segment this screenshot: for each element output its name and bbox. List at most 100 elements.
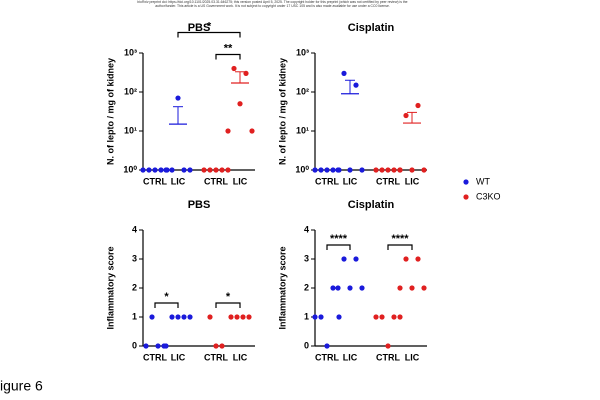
data-point (391, 167, 397, 173)
data-point (403, 112, 409, 119)
data-point (421, 167, 427, 173)
y-tick-label: 1 (304, 311, 309, 321)
data-point (336, 314, 342, 320)
data-point (181, 167, 187, 173)
y-tick-label: 3 (132, 253, 137, 263)
y-tick-label: 10¹ (124, 125, 137, 135)
x-tick-label: LIC (233, 352, 248, 362)
significance-label: **** (330, 233, 348, 245)
chart-title: Cisplatin (348, 22, 395, 34)
significance-label: * (164, 291, 169, 303)
y-tick-label: 2 (132, 282, 137, 292)
data-point (152, 167, 158, 173)
chart-title: PBS (188, 199, 211, 211)
x-tick-label: CTRL (143, 176, 167, 186)
y-tick-label: 4 (132, 224, 137, 234)
data-point (169, 314, 175, 320)
y-tick-label: 1 (132, 311, 137, 321)
data-point (347, 167, 353, 173)
data-point (249, 128, 255, 134)
data-point (149, 314, 155, 320)
significance-label: ** (224, 42, 233, 54)
significance-bracket (387, 244, 413, 250)
data-point (187, 167, 193, 173)
data-point (207, 314, 213, 320)
legend-label: C3KO (476, 191, 501, 201)
data-point (347, 285, 353, 291)
data-point (373, 314, 379, 320)
data-point (237, 101, 243, 107)
data-point (187, 314, 193, 320)
chart-title: PBS (188, 22, 211, 34)
x-tick-label: CTRL (315, 352, 339, 362)
data-point (385, 343, 391, 349)
y-tick-label: 4 (304, 224, 309, 234)
x-tick-label: LIC (343, 352, 358, 362)
data-point (335, 167, 341, 173)
data-point (318, 314, 324, 320)
data-point (143, 343, 149, 349)
y-tick-label: 10⁰ (295, 164, 309, 174)
data-point (341, 256, 347, 262)
y-axis-label: N. of lepto / mg of kidney (277, 58, 287, 165)
x-tick-label: CTRL (315, 176, 339, 186)
x-tick-label: LIC (405, 176, 420, 186)
data-point (219, 167, 225, 173)
x-tick-label: LIC (233, 176, 248, 186)
data-point (213, 343, 219, 349)
data-point (341, 70, 347, 76)
y-tick-label: 0 (304, 340, 309, 350)
data-point (207, 167, 213, 173)
data-point (330, 285, 336, 291)
data-point (146, 167, 152, 173)
x-tick-label: CTRL (143, 352, 167, 362)
data-point (330, 167, 336, 173)
data-point (415, 256, 421, 262)
x-tick-label: CTRL (204, 352, 228, 362)
data-point (409, 167, 415, 173)
data-point (175, 95, 181, 101)
data-point (201, 167, 207, 173)
chart-title: Cisplatin (348, 199, 395, 211)
data-point (231, 65, 237, 72)
data-point (225, 128, 231, 134)
x-tick-label: LIC (171, 176, 186, 186)
significance-bracket (154, 302, 179, 308)
data-point (140, 167, 146, 173)
data-point (318, 167, 324, 173)
data-point (379, 167, 385, 173)
data-point (415, 102, 421, 109)
y-tick-label: 10⁰ (123, 164, 137, 174)
y-tick-label: 2 (304, 282, 309, 292)
x-tick-label: LIC (171, 352, 186, 362)
data-point (391, 314, 397, 320)
significance-bracket (215, 53, 241, 60)
data-point (163, 343, 169, 349)
data-point (225, 167, 231, 173)
data-point (385, 167, 391, 173)
data-point (312, 314, 318, 320)
data-point (373, 167, 379, 173)
data-point (169, 167, 175, 173)
significance-label: **** (391, 233, 409, 245)
data-point (246, 314, 252, 320)
data-point (213, 167, 219, 173)
data-point (353, 256, 359, 262)
data-point (163, 167, 169, 173)
significance-bracket (177, 31, 241, 38)
data-point (312, 167, 318, 173)
data-point (228, 314, 234, 320)
y-axis-label: N. of lepto / mg of kidney (105, 58, 115, 165)
significance-label: * (226, 291, 231, 303)
preprint-notice: bioRxiv preprint doi: https://doi.org/10… (137, 0, 408, 8)
data-point (421, 285, 427, 291)
data-point (353, 82, 359, 88)
legend-marker (463, 179, 469, 185)
data-point (397, 167, 403, 173)
data-point (175, 314, 181, 320)
data-point (234, 314, 240, 320)
data-point (359, 285, 365, 291)
y-tick-label: 10³ (124, 47, 137, 57)
significance-bracket (326, 244, 351, 250)
